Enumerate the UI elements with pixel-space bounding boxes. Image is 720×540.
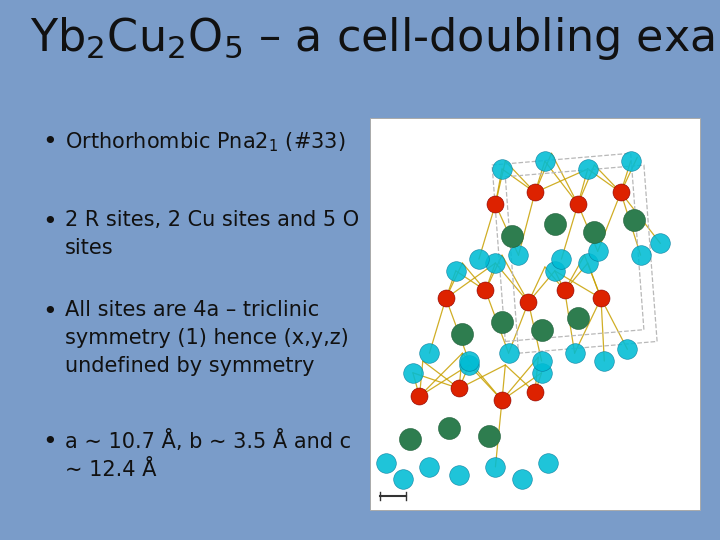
Point — [513, 251, 524, 260]
Point — [381, 458, 392, 467]
Point — [444, 423, 455, 432]
Point — [621, 345, 633, 354]
Text: 2 R sites, 2 Cu sites and 5 O
sites: 2 R sites, 2 Cu sites and 5 O sites — [65, 210, 359, 258]
Point — [496, 396, 508, 404]
Point — [463, 361, 474, 369]
Text: •: • — [42, 430, 57, 454]
Point — [496, 318, 508, 326]
Point — [454, 470, 465, 479]
Point — [589, 227, 600, 236]
Point — [539, 157, 551, 165]
Point — [569, 349, 580, 357]
Point — [516, 474, 528, 483]
Point — [473, 255, 485, 264]
Point — [423, 349, 435, 357]
Text: •: • — [42, 300, 57, 324]
Point — [529, 188, 541, 197]
Point — [440, 294, 451, 302]
Point — [404, 435, 415, 444]
Text: •: • — [42, 210, 57, 234]
Point — [582, 259, 593, 267]
Point — [423, 463, 435, 471]
Point — [572, 200, 584, 208]
Text: Orthorhombic Pna2$_1$ (#33): Orthorhombic Pna2$_1$ (#33) — [65, 130, 346, 153]
Point — [536, 368, 547, 377]
Point — [523, 298, 534, 307]
Text: All sites are 4a – triclinic
symmetry (1) hence (x,y,z)
undefined by symmetry: All sites are 4a – triclinic symmetry (1… — [65, 300, 348, 376]
Point — [542, 458, 554, 467]
Text: •: • — [42, 130, 57, 154]
Point — [496, 165, 508, 173]
Point — [582, 165, 593, 173]
Point — [549, 267, 561, 275]
Point — [414, 392, 426, 401]
Point — [598, 357, 610, 366]
Point — [450, 267, 462, 275]
Point — [503, 349, 514, 357]
Point — [592, 247, 603, 255]
Point — [635, 251, 647, 260]
Point — [506, 231, 518, 240]
Point — [536, 326, 547, 334]
Point — [615, 188, 626, 197]
Point — [625, 157, 636, 165]
Point — [463, 357, 474, 366]
Point — [549, 220, 561, 228]
Text: Yb$_2$Cu$_2$O$_5$ – a cell-doubling example: Yb$_2$Cu$_2$O$_5$ – a cell-doubling exam… — [30, 15, 720, 62]
Point — [629, 215, 640, 224]
Point — [529, 388, 541, 397]
Text: a ∼ 10.7 Å, b ∼ 3.5 Å and c
∼ 12.4 Å: a ∼ 10.7 Å, b ∼ 3.5 Å and c ∼ 12.4 Å — [65, 430, 351, 480]
Point — [407, 368, 418, 377]
Point — [572, 314, 584, 322]
Point — [490, 259, 501, 267]
Point — [536, 357, 547, 366]
Bar — [370, 118, 700, 510]
Point — [397, 474, 409, 483]
Point — [556, 255, 567, 264]
Point — [483, 431, 495, 440]
Point — [456, 329, 468, 338]
Point — [454, 384, 465, 393]
Point — [490, 463, 501, 471]
Point — [595, 294, 607, 302]
Point — [559, 286, 570, 295]
Point — [480, 286, 491, 295]
Point — [654, 239, 666, 248]
Point — [490, 200, 501, 208]
